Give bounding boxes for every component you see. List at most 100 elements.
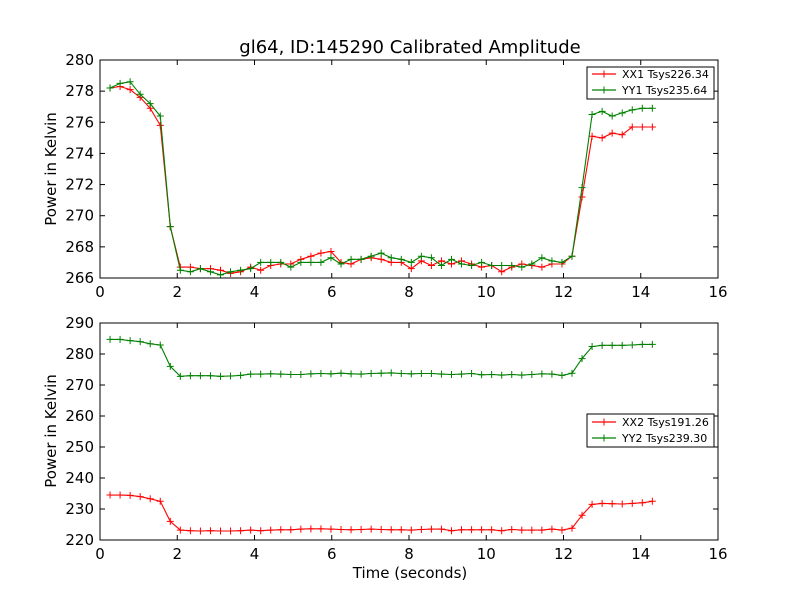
top-point-yy1 xyxy=(186,268,194,276)
bottom-point-yy2 xyxy=(337,369,345,377)
bottom-point-yy2 xyxy=(588,343,596,351)
top-point-xx1 xyxy=(307,252,315,260)
top-y-axis-label: Power in Kelvin xyxy=(42,112,60,226)
top-point-yy1 xyxy=(307,258,315,266)
bottom-y-tick-label: 290 xyxy=(65,314,94,332)
top-point-yy1 xyxy=(458,260,466,268)
bottom-point-yy2 xyxy=(196,372,204,380)
top-legend-label-yy1: YY1 Tsys235.64 xyxy=(621,84,707,97)
top-point-yy1 xyxy=(478,258,486,266)
bottom-point-xx2 xyxy=(136,493,144,501)
bottom-point-yy2 xyxy=(598,341,606,349)
bottom-x-tick-label: 14 xyxy=(631,545,650,563)
top-point-xx1 xyxy=(588,132,596,140)
top-point-xx1 xyxy=(317,249,325,257)
top-point-xx1 xyxy=(377,255,385,263)
bottom-point-xx2 xyxy=(508,525,516,533)
bottom-point-yy2 xyxy=(327,370,335,378)
top-point-yy1 xyxy=(558,258,566,266)
top-point-yy1 xyxy=(267,258,275,266)
bottom-y-tick-label: 260 xyxy=(65,407,94,425)
top-point-xx1 xyxy=(618,131,626,139)
top-point-yy1 xyxy=(518,263,526,271)
bottom-point-yy2 xyxy=(126,337,134,345)
bottom-point-xx2 xyxy=(176,526,184,534)
top-point-yy1 xyxy=(528,260,536,268)
bottom-x-tick-label: 2 xyxy=(172,545,182,563)
bottom-point-yy2 xyxy=(287,370,295,378)
bottom-point-yy2 xyxy=(468,370,476,378)
bottom-point-xx2 xyxy=(478,526,486,534)
bottom-point-xx2 xyxy=(166,517,174,525)
bottom-point-xx2 xyxy=(417,525,425,533)
top-x-tick-label: 2 xyxy=(172,283,182,301)
top-point-xx1 xyxy=(327,248,335,256)
top-point-xx1 xyxy=(648,123,656,131)
top-x-tick-label: 8 xyxy=(404,283,414,301)
bottom-x-tick-label: 10 xyxy=(477,545,496,563)
bottom-point-yy2 xyxy=(488,370,496,378)
bottom-point-yy2 xyxy=(257,370,265,378)
bottom-y-axis-label: Power in Kelvin xyxy=(42,374,60,488)
top-point-yy1 xyxy=(156,112,164,120)
top-point-yy1 xyxy=(196,265,204,273)
top-point-xx1 xyxy=(628,123,636,131)
bottom-legend-box xyxy=(586,413,715,448)
bottom-legend-label-yy2: YY2 Tsys239.30 xyxy=(621,432,707,445)
top-point-yy1 xyxy=(608,112,616,120)
top-legend-marker-yy1 xyxy=(600,86,608,94)
top-point-yy1 xyxy=(377,249,385,257)
bottom-point-xx2 xyxy=(437,525,445,533)
top-point-yy1 xyxy=(136,90,144,98)
bottom-point-xx2 xyxy=(186,527,194,535)
bottom-point-yy2 xyxy=(156,341,164,349)
top-point-yy1 xyxy=(247,265,255,273)
bottom-legend-marker-yy2 xyxy=(600,434,608,442)
top-point-yy1 xyxy=(407,258,415,266)
bottom-point-xx2 xyxy=(116,491,124,499)
bottom-x-tick-label: 12 xyxy=(554,545,573,563)
bottom-point-xx2 xyxy=(367,525,375,533)
bottom-point-yy2 xyxy=(498,371,506,379)
bottom-point-xx2 xyxy=(337,525,345,533)
bottom-point-yy2 xyxy=(518,371,526,379)
top-y-tick-label: 266 xyxy=(65,269,94,287)
top-point-xx1 xyxy=(427,262,435,270)
top-point-yy1 xyxy=(237,266,245,274)
top-point-yy1 xyxy=(277,258,285,266)
bottom-point-xx2 xyxy=(397,526,405,534)
bottom-point-xx2 xyxy=(377,525,385,533)
top-x-tick-label: 4 xyxy=(250,283,260,301)
bottom-x-tick-label: 4 xyxy=(250,545,260,563)
top-point-yy1 xyxy=(126,78,134,86)
bottom-legend-label-xx2: XX2 Tsys191.26 xyxy=(622,416,709,429)
bottom-point-yy2 xyxy=(136,338,144,346)
bottom-point-xx2 xyxy=(648,497,656,505)
bottom-point-yy2 xyxy=(458,370,466,378)
bottom-point-yy2 xyxy=(548,370,556,378)
top-point-yy1 xyxy=(337,260,345,268)
bottom-point-yy2 xyxy=(357,370,365,378)
top-point-yy1 xyxy=(417,252,425,260)
x-axis-label: Time (seconds) xyxy=(352,564,468,582)
bottom-point-xx2 xyxy=(498,527,506,535)
bottom-point-xx2 xyxy=(518,526,526,534)
bottom-point-yy2 xyxy=(186,372,194,380)
top-point-yy1 xyxy=(317,258,325,266)
bottom-point-xx2 xyxy=(387,526,395,534)
bottom-point-xx2 xyxy=(227,527,235,535)
bottom-x-tick-label: 16 xyxy=(708,545,727,563)
top-point-xx1 xyxy=(598,134,606,142)
bottom-legend: XX2 Tsys191.26 YY2 Tsys239.30 xyxy=(586,413,715,448)
top-point-xx1 xyxy=(608,129,616,137)
bottom-point-xx2 xyxy=(588,500,596,508)
bottom-point-yy2 xyxy=(528,370,536,378)
bottom-point-yy2 xyxy=(538,370,546,378)
bottom-point-xx2 xyxy=(468,526,476,534)
bottom-point-xx2 xyxy=(287,526,295,534)
bottom-point-yy2 xyxy=(648,340,656,348)
bottom-point-xx2 xyxy=(277,526,285,534)
top-point-xx1 xyxy=(407,265,415,273)
top-point-yy1 xyxy=(297,258,305,266)
bottom-point-yy2 xyxy=(407,370,415,378)
